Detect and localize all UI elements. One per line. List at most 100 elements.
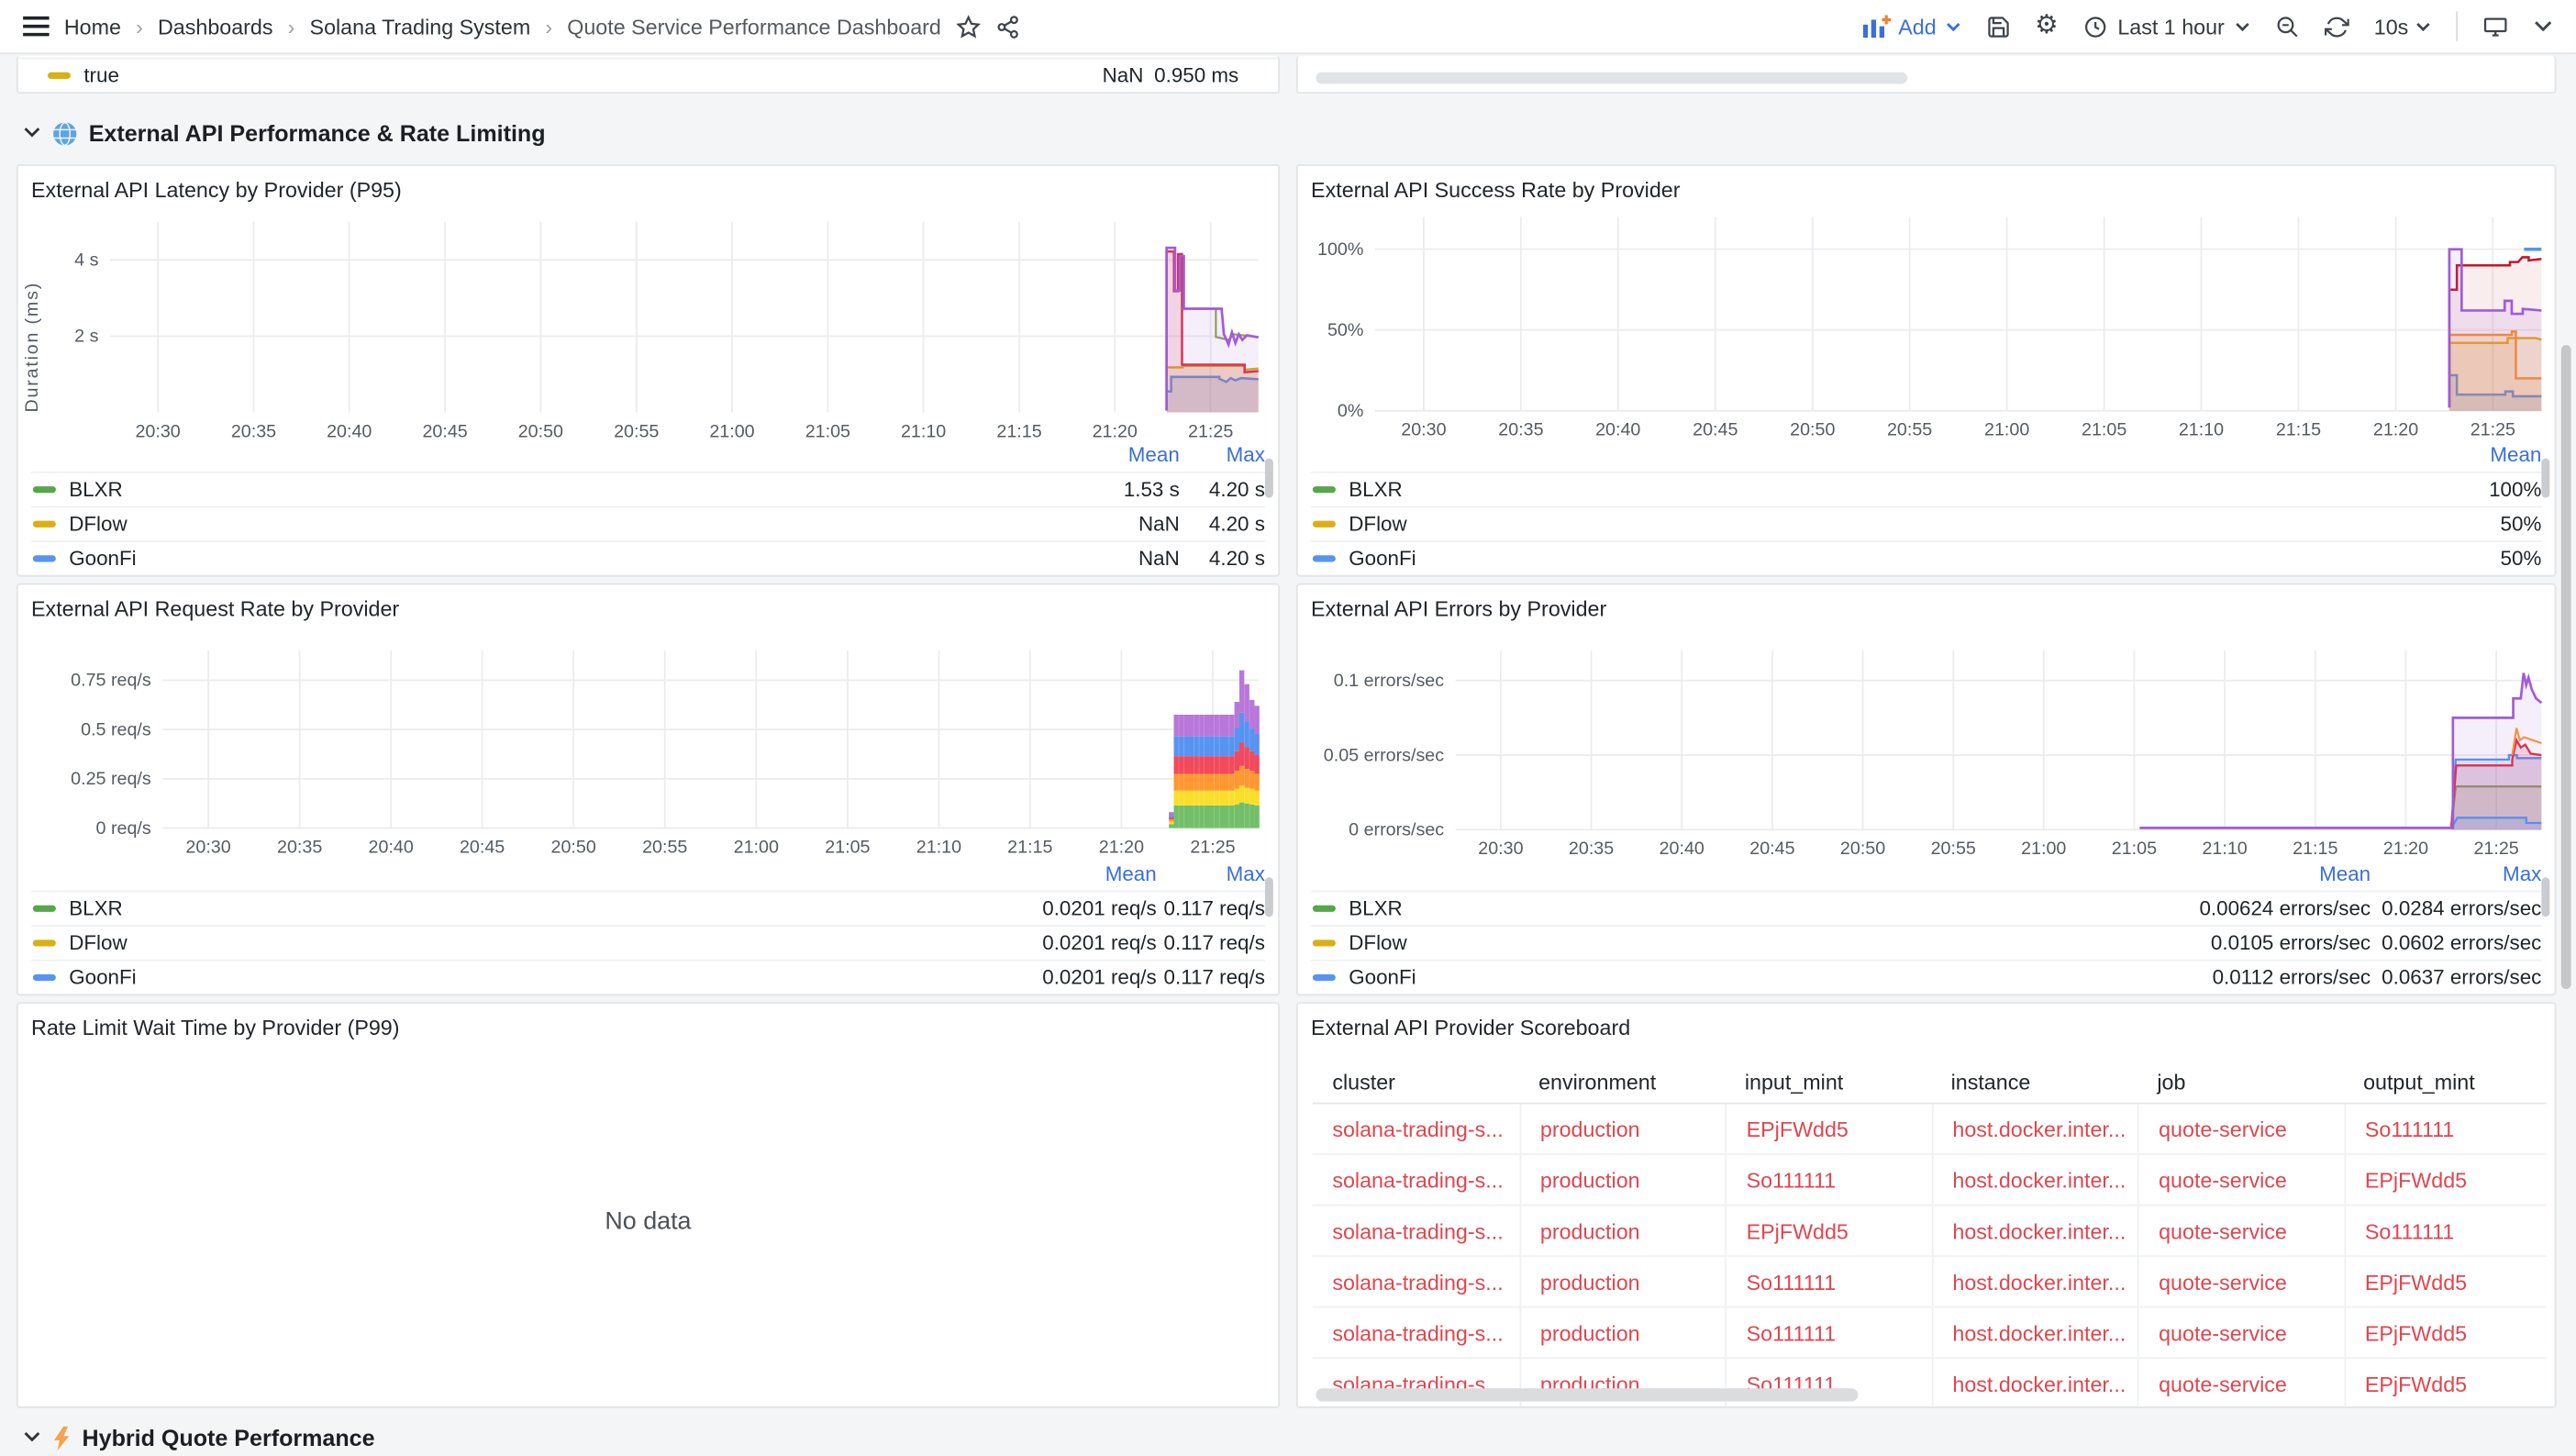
breadcrumb-home[interactable]: Home <box>64 14 121 39</box>
table-column-header[interactable]: input_mint <box>1725 1069 1931 1094</box>
table-cell[interactable]: So111111 <box>2344 1104 2550 1153</box>
svg-text:21:05: 21:05 <box>825 837 870 857</box>
table-cell[interactable]: EPjFWdd5 <box>2344 1257 2550 1306</box>
legend-sort-max[interactable]: Max <box>1180 444 1265 467</box>
series-name[interactable]: DFlow <box>1349 513 2443 536</box>
series-name[interactable]: DFlow <box>69 931 1025 954</box>
legend-sort-mean[interactable]: Mean <box>2443 444 2541 467</box>
panel-title[interactable]: External API Success Rate by Provider <box>1298 166 2555 202</box>
series-color-swatch <box>1313 906 1336 912</box>
legend-scrollbar[interactable] <box>2541 459 2549 498</box>
breadcrumb-dashboards[interactable]: Dashboards <box>158 14 273 39</box>
horizontal-scrollbar[interactable] <box>1316 72 1907 84</box>
success-rate-time-series-chart[interactable]: 20:3020:3520:4020:4520:5020:5521:0021:05… <box>1298 208 2557 448</box>
legend-row: GoonFi50% <box>1311 540 2541 575</box>
table-cell[interactable]: solana-trading-s... <box>1313 1206 1519 1255</box>
table-cell[interactable]: quote-service <box>2137 1104 2344 1153</box>
time-range-picker[interactable]: Last 1 hour <box>2083 14 2251 39</box>
errors-time-series-chart[interactable]: 20:3020:3520:4020:4520:5020:5521:0021:05… <box>1298 634 2557 864</box>
table-cell[interactable]: EPjFWdd5 <box>2344 1307 2550 1357</box>
legend-sort-mean[interactable]: Mean <box>1074 444 1180 467</box>
table-column-header[interactable]: environment <box>1519 1069 1726 1094</box>
section-row-hybrid-quote[interactable]: Hybrid Quote Performance <box>23 1419 375 1455</box>
legend-sort-max[interactable]: Max <box>1157 862 1265 885</box>
table-cell[interactable]: So111111 <box>2344 1206 2550 1255</box>
legend-scrollbar[interactable] <box>1265 459 1273 498</box>
table-cell[interactable]: EPjFWdd5 <box>2344 1359 2550 1408</box>
table-column-header[interactable]: instance <box>1931 1069 2137 1094</box>
refresh-icon[interactable] <box>2325 14 2349 39</box>
table-cell[interactable]: quote-service <box>2137 1155 2344 1205</box>
favorite-star-icon[interactable] <box>956 14 981 39</box>
series-name[interactable]: GoonFi <box>1349 966 2180 989</box>
breadcrumb-folder[interactable]: Solana Trading System <box>310 14 531 39</box>
hamburger-menu-icon[interactable] <box>23 15 50 38</box>
table-cell[interactable]: production <box>1519 1104 1726 1153</box>
table-cell[interactable]: production <box>1519 1257 1726 1306</box>
table-cell[interactable]: production <box>1519 1155 1726 1205</box>
series-name[interactable]: BLXR <box>69 478 1074 501</box>
panel-title[interactable]: External API Latency by Provider (P95) <box>18 166 1279 202</box>
table-cell[interactable]: So111111 <box>1725 1257 1931 1306</box>
table-cell[interactable]: solana-trading-s... <box>1313 1307 1519 1357</box>
panel-title[interactable]: External API Request Rate by Provider <box>18 585 1279 621</box>
series-name[interactable]: DFlow <box>1349 931 2180 954</box>
table-horizontal-scrollbar[interactable] <box>1316 1388 1858 1401</box>
table-cell[interactable]: quote-service <box>2137 1206 2344 1255</box>
latency-time-series-chart[interactable]: 20:3020:3520:4020:4520:5020:5521:0021:05… <box>18 208 1280 448</box>
table-column-header[interactable]: cluster <box>1313 1069 1519 1094</box>
section-row-external-api[interactable]: External API Performance & Rate Limiting <box>23 115 545 150</box>
table-cell[interactable]: production <box>1519 1206 1726 1255</box>
series-name[interactable]: GoonFi <box>69 966 1025 989</box>
dashboard-settings-gear-icon[interactable]: ⚙ <box>2035 13 2059 39</box>
table-cell[interactable]: EPjFWdd5 <box>2344 1155 2550 1205</box>
toolbar-chevron-down-icon[interactable] <box>2533 19 2552 32</box>
table-cell[interactable]: EPjFWdd5 <box>1725 1206 1931 1255</box>
zoom-out-time-icon[interactable] <box>2275 14 2300 39</box>
request-rate-bar-chart[interactable]: 20:3020:3520:4020:4520:5020:5521:0021:05… <box>18 634 1280 864</box>
svg-text:21:20: 21:20 <box>1099 837 1144 857</box>
table-cell[interactable]: host.docker.inter... <box>1931 1257 2137 1306</box>
legend-sort-mean[interactable]: Mean <box>2180 862 2371 885</box>
table-cell[interactable]: host.docker.inter... <box>1931 1206 2137 1255</box>
share-icon[interactable] <box>995 14 1020 39</box>
panel-title[interactable]: External API Errors by Provider <box>1298 585 2555 621</box>
table-cell[interactable]: solana-trading-s... <box>1313 1257 1519 1306</box>
series-name[interactable]: BLXR <box>1349 897 2180 920</box>
table-cell[interactable]: quote-service <box>2137 1359 2344 1408</box>
table-cell[interactable]: production <box>1519 1307 1726 1357</box>
refresh-interval-dropdown[interactable]: 10s <box>2374 14 2432 39</box>
legend-scrollbar[interactable] <box>2541 877 2549 917</box>
panel-title[interactable]: External API Provider Scoreboard <box>1298 1004 2555 1039</box>
page-vertical-scrollbar[interactable] <box>2561 345 2571 989</box>
series-name[interactable]: DFlow <box>69 513 1074 536</box>
legend-sort-max[interactable]: Max <box>2371 862 2541 885</box>
table-cell[interactable]: host.docker.inter... <box>1931 1155 2137 1205</box>
series-name[interactable]: GoonFi <box>1349 547 2443 570</box>
table-cell[interactable]: quote-service <box>2137 1257 2344 1306</box>
legend-value: 0.0112 errors/sec <box>2180 966 2371 989</box>
table-cell[interactable]: So111111 <box>1725 1155 1931 1205</box>
series-name[interactable]: BLXR <box>1349 478 2443 501</box>
save-dashboard-icon[interactable] <box>1985 14 2010 39</box>
table-cell[interactable]: quote-service <box>2137 1307 2344 1357</box>
legend-scrollbar[interactable] <box>1265 877 1273 917</box>
table-cell[interactable]: solana-trading-s... <box>1313 1155 1519 1205</box>
table-column-header[interactable]: job <box>2137 1069 2344 1094</box>
table-cell[interactable]: solana-trading-s... <box>1313 1104 1519 1153</box>
add-button[interactable]: Add <box>1862 14 1961 39</box>
series-name[interactable]: GoonFi <box>69 547 1074 570</box>
series-name[interactable]: true <box>83 64 1038 87</box>
legend-sort-mean[interactable]: Mean <box>1025 862 1156 885</box>
table-cell[interactable]: host.docker.inter... <box>1931 1104 2137 1153</box>
tv-mode-icon[interactable] <box>2482 14 2509 39</box>
panel-title[interactable]: Rate Limit Wait Time by Provider (P99) <box>18 1004 1279 1039</box>
table-column-header[interactable]: output_mint <box>2344 1069 2550 1094</box>
table-cell[interactable]: So111111 <box>1725 1307 1931 1357</box>
table-cell[interactable]: host.docker.inter... <box>1931 1307 2137 1357</box>
series-color-swatch <box>1313 521 1336 528</box>
svg-text:20:30: 20:30 <box>135 421 180 441</box>
table-cell[interactable]: host.docker.inter... <box>1931 1359 2137 1408</box>
table-cell[interactable]: EPjFWdd5 <box>1725 1104 1931 1153</box>
series-name[interactable]: BLXR <box>69 897 1025 920</box>
